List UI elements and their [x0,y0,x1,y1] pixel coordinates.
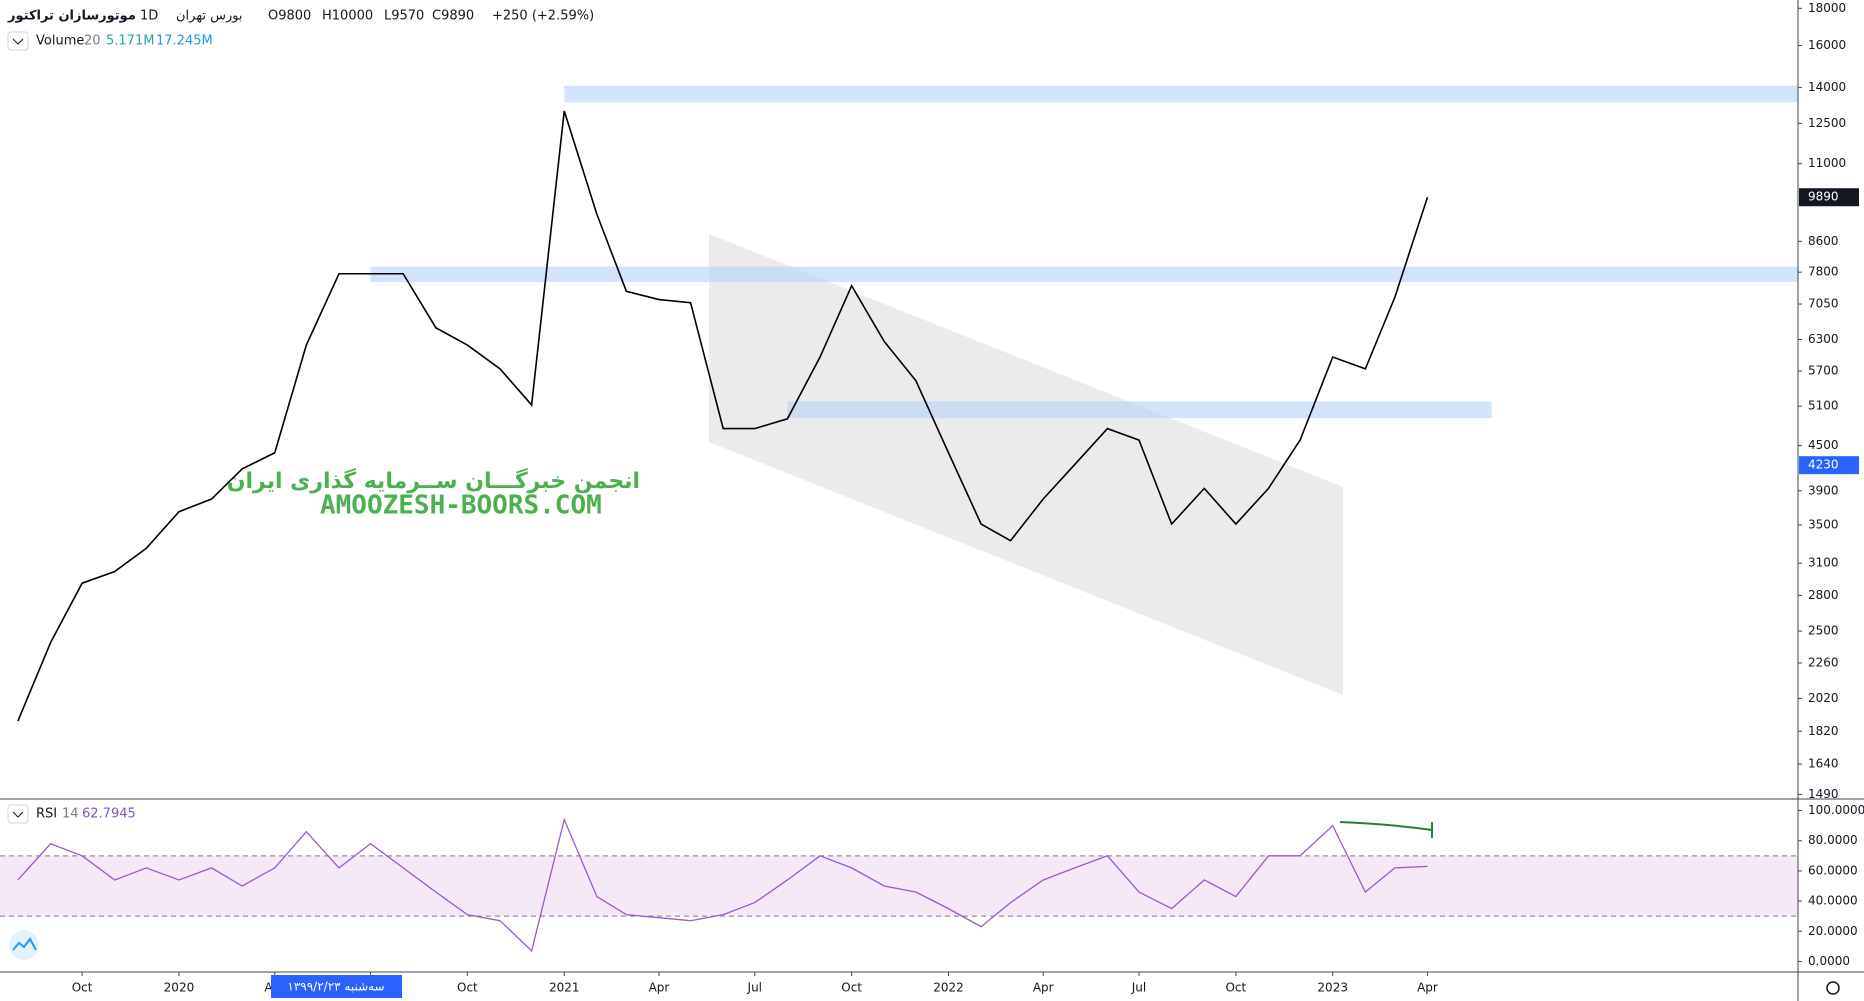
y-tick-label: 12500 [1808,116,1846,130]
settings-button[interactable] [1826,981,1840,995]
price-label: 9890 [1808,190,1839,204]
y-tick-label: 7050 [1808,297,1839,311]
x-tick-label: 2021 [549,981,580,995]
rsi-value: 62.7945 [82,807,136,822]
y-tick-label: 16000 [1808,38,1846,52]
y-tick-label: 8600 [1808,234,1839,248]
y-tick-label: 5100 [1808,399,1839,413]
x-tick-label: Apr [1033,981,1054,995]
y-tick-label: 4500 [1808,438,1839,452]
y-tick-label: 6300 [1808,332,1839,346]
open: O9800 [268,9,311,24]
y-tick-label: 40.0000 [1808,894,1858,908]
price-line [17,110,1429,722]
volume-value: 5.171M [106,34,154,49]
y-tick-label: 100.0000 [1808,803,1864,817]
change: +250 (+2.59%) [492,9,594,24]
interval: 1D [140,9,158,24]
price-line [17,817,1428,953]
x-tick-label: Jul [1131,981,1146,995]
y-tick-label: 3900 [1808,483,1839,497]
x-tick-label: Apr [1417,981,1438,995]
chevron-icon [12,811,24,818]
close: C9890 [432,9,474,24]
y-tick-label: 2500 [1808,624,1839,638]
watermark-site: AMOOZESH-BOORS.COM [320,491,602,521]
price-label: 4230 [1808,458,1839,472]
x-tick-label: 2022 [933,981,964,995]
y-tick-label: 80.0000 [1808,833,1858,847]
collapse-button[interactable] [7,804,29,824]
exchange: بورس تهران [176,9,243,24]
price-label-box [1799,456,1859,475]
x-tick-label: Jul [747,981,762,995]
watermark-persian: انجمن خبرگـــان ســرمایه گذاری ایران [227,467,640,494]
y-tick-label: 3100 [1808,556,1839,570]
rsi-length: 14 [62,807,79,822]
y-tick-label: 14000 [1808,80,1846,94]
y-tick-label: 18000 [1808,1,1846,15]
zone [370,266,1799,282]
y-tick-label: 2800 [1808,588,1839,602]
x-tick-label: 2023 [1317,981,1348,995]
volume-length: 20 [84,34,101,49]
chevron-icon [12,38,24,45]
logo [9,930,39,960]
arrow-drawing [1339,821,1433,831]
y-tick-label: 3500 [1808,517,1839,531]
x-tick-label: Oct [457,981,478,995]
symbol-name: موتورسازان تراکتور [7,9,136,24]
y-tick-label: 2260 [1808,655,1839,669]
x-tick-label: Oct [1225,981,1246,995]
x-tick-label: Apr [649,981,670,995]
y-tick-label: 7800 [1808,265,1839,279]
volume-label: Volume [36,34,84,49]
date-badge-label: سه‌شنبه ۱۳۹۹/۲/۲۳ [287,980,384,994]
x-tick-label: 2020 [164,981,195,995]
collapse-button[interactable] [7,31,29,51]
zone [564,85,1798,103]
price-label-box [1799,188,1859,207]
x-tick-label: Oct [841,981,862,995]
y-tick-label: 11000 [1808,156,1846,170]
logo-icon [12,937,37,951]
y-tick-label: 60.0000 [1808,863,1858,877]
volume-ma-value: 17.245M [156,34,213,49]
rsi-label: RSI [36,807,57,822]
y-tick-label: 1820 [1808,724,1839,738]
y-tick-label: 0.0000 [1808,954,1850,968]
rsi-band [0,855,1798,917]
high: H10000 [322,9,373,24]
low: L9570 [384,9,424,24]
y-tick-label: 2020 [1808,691,1839,705]
channel-drawing [709,234,1343,695]
date-badge [271,975,402,998]
y-tick-label: 5700 [1808,364,1839,378]
x-tick-label: Oct [72,981,93,995]
y-tick-label: 1490 [1808,787,1839,801]
y-tick-label: 1640 [1808,757,1839,771]
y-tick-label: 20.0000 [1808,924,1858,938]
zone [787,401,1492,419]
